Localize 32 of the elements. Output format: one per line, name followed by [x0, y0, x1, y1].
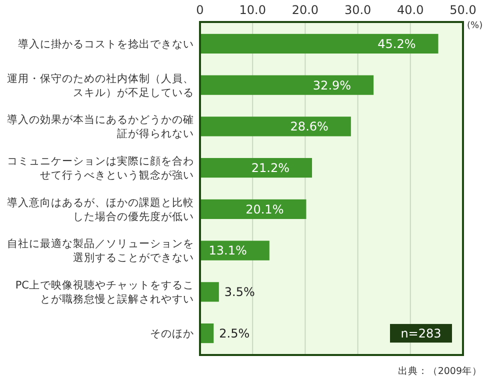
x-tick-label: 50.0 — [450, 3, 476, 17]
y-tick-label: 自社に最適な製品／ソリューションを選別することができない — [7, 237, 194, 264]
x-axis-title: (%) — [467, 21, 483, 31]
data-label: 2.5% — [219, 326, 250, 340]
data-label: 21.2% — [251, 161, 290, 176]
x-tick-label: 10.0 — [239, 3, 266, 17]
y-tick-label: 導入意向はあるが、ほかの課題と比較した場合の優先度が低い — [7, 196, 194, 223]
y-tick-label: 運用・保守のための社内体制（人員、スキル）が不足している — [7, 72, 194, 99]
y-tick-label: PC上で映像視聴やチャットをすることが職務怠慢と誤解されやすい — [15, 278, 194, 306]
data-label: 13.1% — [208, 244, 247, 258]
data-label: 32.9% — [312, 78, 352, 92]
x-tick-label: 0 — [196, 3, 204, 17]
y-tick-label: そのほか — [150, 328, 194, 340]
annotation: n=283 — [400, 326, 442, 340]
source-note: 出典：（2009年） — [398, 365, 482, 377]
y-tick-label: 導入に掛かるコストを捻出できない — [18, 37, 194, 50]
bar — [200, 34, 438, 54]
data-label: 20.1% — [246, 202, 284, 216]
x-tick-label: 40.0 — [397, 3, 424, 17]
bar — [200, 240, 270, 260]
bar — [200, 75, 374, 95]
bar — [200, 199, 306, 219]
bar — [200, 282, 219, 302]
x-tick-label: 20.0 — [292, 3, 319, 17]
y-tick-label: 導入の効果が本当にあるかどうかの確証が得られない — [7, 113, 194, 140]
data-label: 3.5% — [224, 285, 255, 300]
data-label: 45.2% — [378, 36, 416, 51]
y-tick-label: コミュニケーションは実際に顔を合わせて行うべきという観念が強い — [7, 154, 194, 182]
x-tick-label: 30.0 — [344, 3, 372, 17]
data-label: 28.6% — [290, 120, 328, 134]
bar — [200, 158, 312, 178]
bar — [200, 116, 351, 136]
